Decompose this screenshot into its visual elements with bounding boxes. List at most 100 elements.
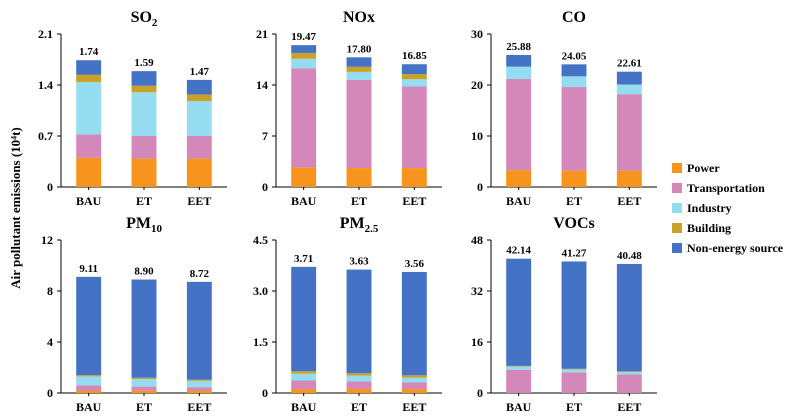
bar-segment <box>616 170 642 187</box>
bar-segment <box>346 79 372 169</box>
panel-title-subscript: 2.5 <box>365 223 379 235</box>
category-label: ET <box>351 194 367 208</box>
bar-segment <box>401 377 427 383</box>
chart-panel: PM10 0 4 8 12 9.11 BAU 8.90 ET 8.72 EET <box>41 215 227 414</box>
bar-segment <box>76 276 102 376</box>
bar-segment <box>346 375 372 382</box>
panel-title: NOx <box>343 9 375 26</box>
y-tick-label: 12 <box>41 233 53 247</box>
y-tick-label: 1.5 <box>253 335 268 349</box>
y-tick-label: 7 <box>262 129 268 143</box>
panel-title-subscript: 10 <box>151 223 163 235</box>
y-tick-label: 0 <box>47 180 53 194</box>
bar-total-label: 24.05 <box>562 50 587 62</box>
y-tick-label: 4 <box>47 335 53 349</box>
bar-segment <box>561 261 587 369</box>
bar-segment <box>186 136 212 159</box>
bar-segment <box>186 281 212 380</box>
bar-total-label: 41.27 <box>562 247 587 259</box>
bar-total-label: 8.72 <box>190 268 210 280</box>
legend-swatch <box>672 183 682 193</box>
bar-segment <box>401 375 427 378</box>
y-tick-label: 14 <box>256 78 268 92</box>
bar-segment <box>346 71 372 80</box>
panel-title-main: PM <box>126 215 151 232</box>
bar-segment <box>616 84 642 95</box>
category-label: EET <box>187 194 211 208</box>
legend-swatch <box>672 203 682 213</box>
bar-segment <box>616 374 642 393</box>
bar-segment <box>346 168 372 187</box>
y-tick-label: 3.0 <box>253 284 268 298</box>
bar-segment <box>401 86 427 169</box>
legend-label: Power <box>687 161 720 175</box>
bar-segment <box>401 74 427 80</box>
bar-segment <box>186 94 212 102</box>
y-tick-label: 0 <box>47 386 53 400</box>
bar-segment <box>506 258 532 366</box>
bar-segment <box>291 371 317 374</box>
bar-segment <box>131 390 157 393</box>
y-tick-label: 4.5 <box>253 233 268 247</box>
bar-segment <box>346 66 372 72</box>
bar-total-label: 40.48 <box>617 250 642 262</box>
chart-panel: VOCs 0 16 32 48 42.14 BAU 41.27 ET 40.48 EET <box>471 215 657 414</box>
y-tick-label: 10 <box>471 129 483 143</box>
bar-segment <box>131 85 157 93</box>
category-label: ET <box>351 400 367 414</box>
bar-segment <box>561 64 587 77</box>
bar-segment <box>346 57 372 67</box>
bar-segment <box>401 79 427 87</box>
y-tick-label: 0 <box>477 180 483 194</box>
chart-panel: NOx 0 7 14 21 19.47 BAU 17.80 ET 16.85 EET <box>256 9 442 208</box>
category-label: EET <box>402 194 426 208</box>
chart-panel: CO 0 10 20 30 25.88 BAU 24.05 ET 22.61 EET <box>471 9 657 208</box>
bar-segment <box>506 78 532 171</box>
category-label: BAU <box>291 194 317 208</box>
bar-segment <box>76 385 102 391</box>
bar-segment <box>401 271 427 376</box>
legend-label: Non-energy source <box>687 241 784 255</box>
category-label: ET <box>136 400 152 414</box>
bar-segment <box>186 101 212 136</box>
bar-segment <box>131 378 157 387</box>
bar-segment <box>346 373 372 376</box>
bar-segment <box>346 388 372 393</box>
bar-segment <box>186 390 212 393</box>
bar-segment <box>291 58 317 69</box>
category-label: ET <box>566 400 582 414</box>
bar-total-label: 17.80 <box>347 43 372 55</box>
panel-title-main: NOx <box>343 9 375 26</box>
y-tick-label: 21 <box>256 27 268 41</box>
y-tick-label: 2.1 <box>38 27 53 41</box>
category-label: BAU <box>76 400 102 414</box>
legend-swatch <box>672 223 682 233</box>
y-tick-label: 16 <box>471 335 483 349</box>
bar-segment <box>346 269 372 374</box>
y-tick-label: 20 <box>471 78 483 92</box>
bar-total-label: 19.47 <box>291 31 316 43</box>
y-tick-label: 8 <box>47 284 53 298</box>
legend-item: Non-energy source <box>672 241 784 255</box>
bar-total-label: 42.14 <box>506 245 531 257</box>
panel-title-main: VOCs <box>553 215 594 232</box>
bar-segment <box>76 157 102 187</box>
bar-segment <box>186 379 212 381</box>
bar-total-label: 1.59 <box>134 57 154 69</box>
bar-segment <box>401 382 427 389</box>
legend-item: Building <box>672 221 731 235</box>
panel-title: CO <box>562 9 586 26</box>
bar-segment <box>401 388 427 393</box>
legend-item: Industry <box>672 201 732 215</box>
category-label: BAU <box>506 400 532 414</box>
bar-total-label: 22.61 <box>617 58 642 70</box>
bar-segment <box>561 369 587 373</box>
bar-segment <box>131 136 157 159</box>
legend-swatch <box>672 243 682 253</box>
bar-segment <box>76 74 102 83</box>
bar-segment <box>131 377 157 379</box>
y-tick-label: 0 <box>262 386 268 400</box>
bar-total-label: 3.71 <box>294 253 313 265</box>
category-label: BAU <box>76 194 102 208</box>
bar-segment <box>131 71 157 86</box>
